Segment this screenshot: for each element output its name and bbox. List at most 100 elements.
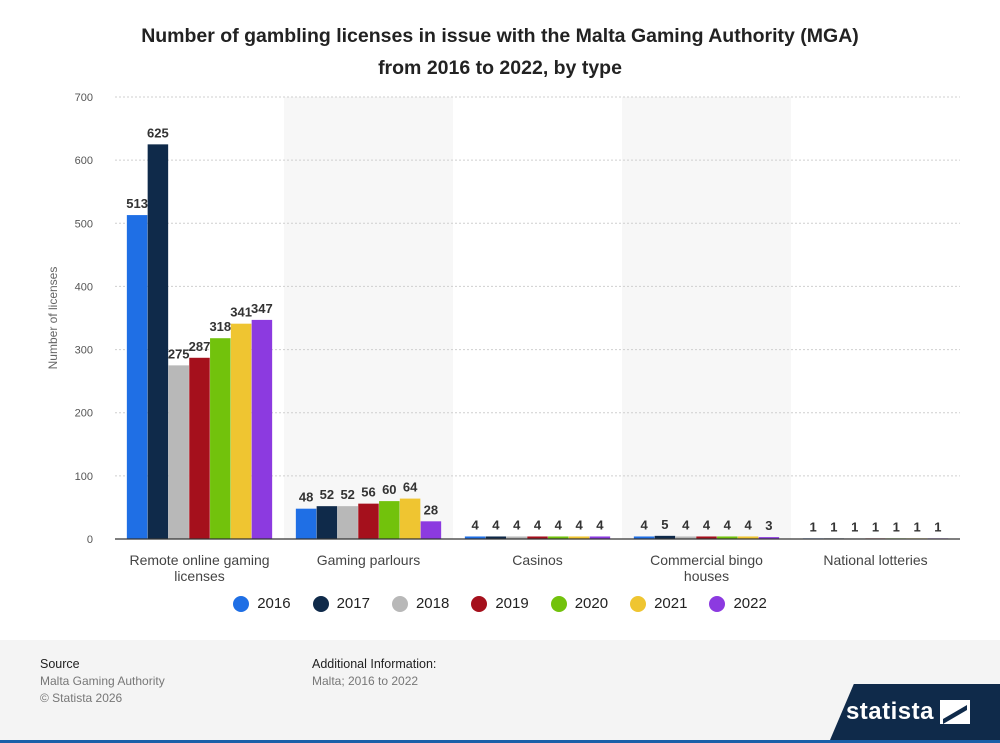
bottom-accent-line [0, 740, 1000, 743]
legend-item[interactable]: 2022 [709, 595, 767, 612]
source-name[interactable]: Malta Gaming Authority [40, 674, 165, 688]
x-tick-label: Remote online gaming [129, 552, 269, 568]
x-tick-label: houses [684, 568, 729, 584]
data-label: 4 [596, 517, 604, 532]
legend-label: 2022 [733, 595, 767, 612]
legend-item[interactable]: 2018 [391, 595, 449, 612]
category-band [622, 97, 791, 539]
legend-item[interactable]: 2019 [471, 595, 529, 612]
bar [633, 536, 655, 539]
bar [737, 536, 759, 539]
x-tick-label: Commercial bingo [650, 552, 763, 568]
y-tick-label: 700 [75, 92, 93, 104]
bar [295, 508, 317, 539]
data-label: 341 [230, 305, 252, 320]
legend-swatch [471, 595, 488, 612]
data-label: 513 [126, 196, 148, 211]
bar [420, 521, 442, 539]
y-tick-label: 300 [75, 345, 93, 357]
source-heading: Source [40, 657, 80, 671]
bar [485, 536, 507, 539]
legend-item[interactable]: 2021 [630, 595, 687, 612]
bar [251, 319, 273, 539]
additional-info-block: Additional Information: Malta; 2016 to 2… [312, 656, 436, 690]
data-label: 4 [534, 517, 542, 532]
data-label: 52 [340, 487, 354, 502]
legend-label: 2017 [336, 595, 370, 612]
bar [126, 215, 148, 539]
data-label: 4 [471, 517, 479, 532]
bar [168, 365, 189, 539]
copyright: © Statista 2026 [40, 691, 123, 705]
data-label: 4 [724, 517, 732, 532]
bar [568, 536, 590, 539]
bar [464, 536, 486, 539]
bar [758, 537, 780, 539]
data-label: 318 [209, 319, 231, 334]
y-tick-label: 0 [87, 534, 93, 546]
legend-swatch [550, 595, 567, 612]
data-label: 1 [851, 519, 858, 534]
legend-swatch [630, 595, 647, 612]
legend-item[interactable]: 2017 [312, 595, 370, 612]
additional-info-heading: Additional Information: [312, 657, 437, 671]
y-tick-label: 200 [75, 408, 93, 420]
bar [379, 501, 400, 539]
y-tick-label: 500 [75, 218, 93, 230]
data-label: 3 [765, 518, 772, 533]
category-band [284, 97, 453, 539]
data-label: 1 [809, 519, 816, 534]
bar [548, 536, 569, 539]
x-tick-label: National lotteries [823, 552, 927, 568]
legend-item[interactable]: 2016 [233, 595, 291, 612]
data-label: 4 [744, 517, 752, 532]
chart-legend: 2016 2017 2018 2019 2020 2021 2022 [0, 595, 1000, 612]
bar [717, 536, 738, 539]
chart-title-line-1: Number of gambling licenses in issue wit… [141, 25, 859, 47]
y-tick-label: 400 [75, 281, 93, 293]
additional-info-text: Malta; 2016 to 2022 [312, 674, 419, 688]
bar [589, 536, 611, 539]
data-label: 287 [189, 339, 211, 354]
data-label: 1 [830, 519, 837, 534]
bar [696, 536, 717, 539]
bar [189, 357, 210, 539]
data-label: 60 [382, 482, 396, 497]
x-tick-label: licenses [174, 568, 225, 584]
y-axis-label: Number of licenses [46, 267, 60, 370]
bar [210, 338, 231, 539]
data-label: 1 [893, 519, 900, 534]
data-label: 1 [913, 519, 920, 534]
x-tick-label: Casinos [512, 552, 563, 568]
legend-label: 2020 [574, 595, 609, 612]
bar [337, 506, 358, 539]
logo-text: statista [845, 698, 934, 725]
legend-item[interactable]: 2020 [550, 595, 609, 612]
data-label: 64 [403, 480, 418, 495]
bar-chart: 0 100 200 300 400 500 600 700 Number of licenses… [46, 92, 960, 584]
y-tick-label: 100 [75, 471, 93, 483]
data-label: 347 [251, 301, 273, 316]
data-label: 4 [682, 517, 690, 532]
legend-label: 2021 [654, 595, 688, 612]
bar [527, 536, 548, 539]
x-tick-label: Gaming parlours [317, 552, 421, 568]
data-label: 4 [703, 517, 711, 532]
data-label: 4 [575, 517, 583, 532]
bar [654, 535, 676, 539]
statista-logo[interactable]: statista [830, 684, 1000, 740]
data-label: 4 [640, 517, 648, 532]
y-tick-label: 600 [75, 155, 93, 167]
data-label: 4 [513, 517, 521, 532]
legend-label: 2016 [257, 595, 291, 612]
bar [675, 536, 696, 539]
statista-logo-icon [940, 700, 970, 724]
bar [230, 323, 252, 539]
data-label: 28 [424, 502, 438, 517]
data-label: 275 [168, 346, 190, 361]
legend-swatch [312, 595, 329, 612]
legend-swatch [233, 595, 250, 612]
data-label: 48 [299, 490, 313, 505]
chart-title: Number of gambling licenses in issue wit… [0, 20, 1000, 84]
data-label: 1 [872, 519, 879, 534]
